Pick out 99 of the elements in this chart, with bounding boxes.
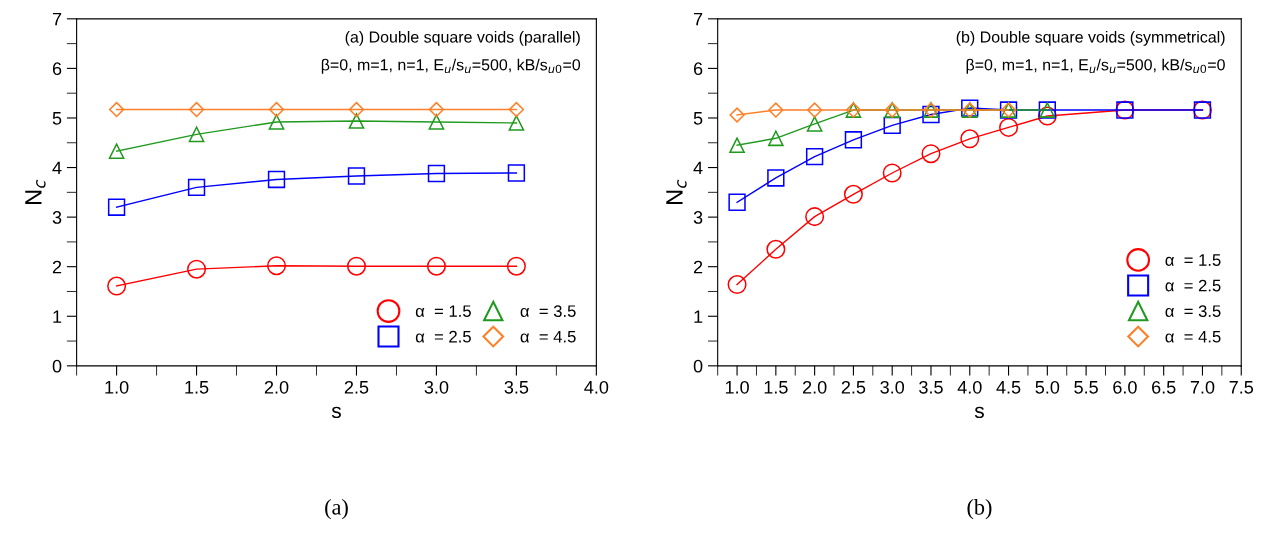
annotation: β=0, m=1, n=1, E$_{u}$/s$_{u}$=500, kB/s$_{u0}$=0	[321, 58, 581, 74]
point	[508, 101, 525, 118]
x-tick-label: 6.0	[1113, 380, 1137, 394]
x-tick-label: 7.5	[1229, 381, 1254, 394]
y-tick-label: 4	[693, 161, 703, 175]
point	[727, 275, 747, 295]
y-tick-label: 3	[693, 211, 703, 224]
legend-label: α = 4.5	[520, 330, 576, 343]
y-tick-label: 0	[52, 359, 62, 373]
point	[508, 115, 525, 131]
legend-label: α = 3.5	[1165, 305, 1221, 318]
point	[268, 114, 285, 130]
y-tick-label: 2	[52, 260, 62, 274]
point	[107, 276, 127, 296]
point	[843, 184, 863, 204]
legend-label: α = 4.5	[1165, 330, 1221, 343]
point	[768, 130, 784, 147]
y-tick-label: 6	[52, 62, 62, 76]
point	[768, 102, 784, 118]
y-tick-label: 3	[52, 211, 62, 224]
point	[922, 105, 940, 124]
x-tick-label: 2.5	[344, 380, 369, 394]
point	[507, 164, 526, 182]
point	[107, 198, 126, 216]
point	[428, 114, 445, 130]
point	[999, 117, 1019, 137]
point	[267, 256, 287, 276]
y-tick-label: 7	[693, 12, 703, 26]
x-tick-label: 3.5	[919, 380, 943, 394]
y-tick-label: 5	[693, 112, 703, 125]
point	[108, 101, 125, 118]
legend-label: α = 2.5	[415, 330, 471, 343]
x-tick-label: 5.5	[1074, 381, 1098, 394]
point	[267, 170, 286, 189]
point	[427, 164, 446, 183]
x-tick-label: 3.0	[880, 380, 905, 394]
x-axis-title: s	[331, 406, 341, 419]
x-tick-label: 3.5	[504, 380, 529, 394]
point	[1037, 106, 1057, 126]
y-tick-label: 1	[694, 310, 703, 323]
y-tick-label: 4	[52, 161, 62, 175]
point	[805, 147, 824, 166]
point	[188, 101, 205, 118]
x-tick-label: 1.5	[764, 381, 788, 394]
x-tick-label: 5.0	[1035, 380, 1060, 394]
point	[187, 259, 207, 279]
point	[348, 101, 365, 118]
point	[806, 102, 823, 118]
x-tick-label: 2.5	[841, 380, 866, 394]
legend-label: α = 3.5	[520, 305, 576, 318]
y-tick-label: 2	[693, 260, 703, 274]
legend-label: α = 1.5	[415, 305, 471, 318]
x-tick-label: 2.0	[802, 380, 827, 394]
x-tick-label: 2.0	[264, 380, 289, 394]
x-tick-label: 4.0	[584, 380, 609, 394]
point	[767, 169, 785, 187]
x-tick-label: 6.5	[1152, 380, 1176, 394]
point	[268, 101, 285, 118]
x-tick-label: 1.0	[725, 380, 749, 394]
point	[766, 239, 786, 259]
y-tick-label: 6	[693, 62, 703, 76]
point	[428, 101, 445, 118]
x-tick-label: 4.5	[996, 381, 1021, 394]
legend-label: α = 2.5	[1165, 279, 1221, 292]
point	[346, 256, 366, 276]
x-tick-label: 4.0	[957, 380, 982, 394]
x-tick-label: 3.0	[424, 380, 449, 394]
annotation: (a) Double square voids (parallel)	[345, 30, 580, 46]
x-axis-title: s	[974, 406, 984, 419]
point	[729, 137, 745, 154]
legend-label: α = 1.5	[1165, 254, 1221, 266]
text: (a)	[325, 499, 348, 520]
point	[348, 113, 365, 129]
y-tick-label: 7	[52, 12, 62, 26]
point	[728, 193, 746, 211]
point	[882, 163, 902, 183]
text: (b)	[967, 499, 992, 520]
x-tick-label: 1.5	[185, 381, 209, 394]
y-axis-title: N$_{c}$	[666, 179, 687, 204]
point	[187, 178, 206, 197]
point	[921, 144, 941, 164]
annotation: (b) Double square voids (symmetrical)	[956, 30, 1225, 46]
y-tick-label: 0	[693, 359, 703, 373]
point	[729, 107, 745, 123]
y-axis-title: N$_{c}$	[25, 179, 46, 204]
point	[960, 129, 980, 149]
point	[806, 116, 823, 132]
point	[844, 131, 863, 149]
point	[506, 256, 526, 276]
point	[188, 126, 205, 143]
x-tick-label: 1.0	[105, 380, 129, 394]
point	[426, 256, 446, 276]
point	[805, 207, 825, 227]
x-tick-label: 7.0	[1190, 380, 1215, 394]
y-tick-label: 1	[53, 310, 62, 323]
point	[108, 143, 125, 160]
point	[347, 167, 366, 185]
y-tick-label: 5	[52, 112, 62, 125]
annotation: β=0, m=1, n=1, E$_{u}$/s$_{u}$=500, kB/s$_{u0}$=0	[966, 58, 1225, 74]
